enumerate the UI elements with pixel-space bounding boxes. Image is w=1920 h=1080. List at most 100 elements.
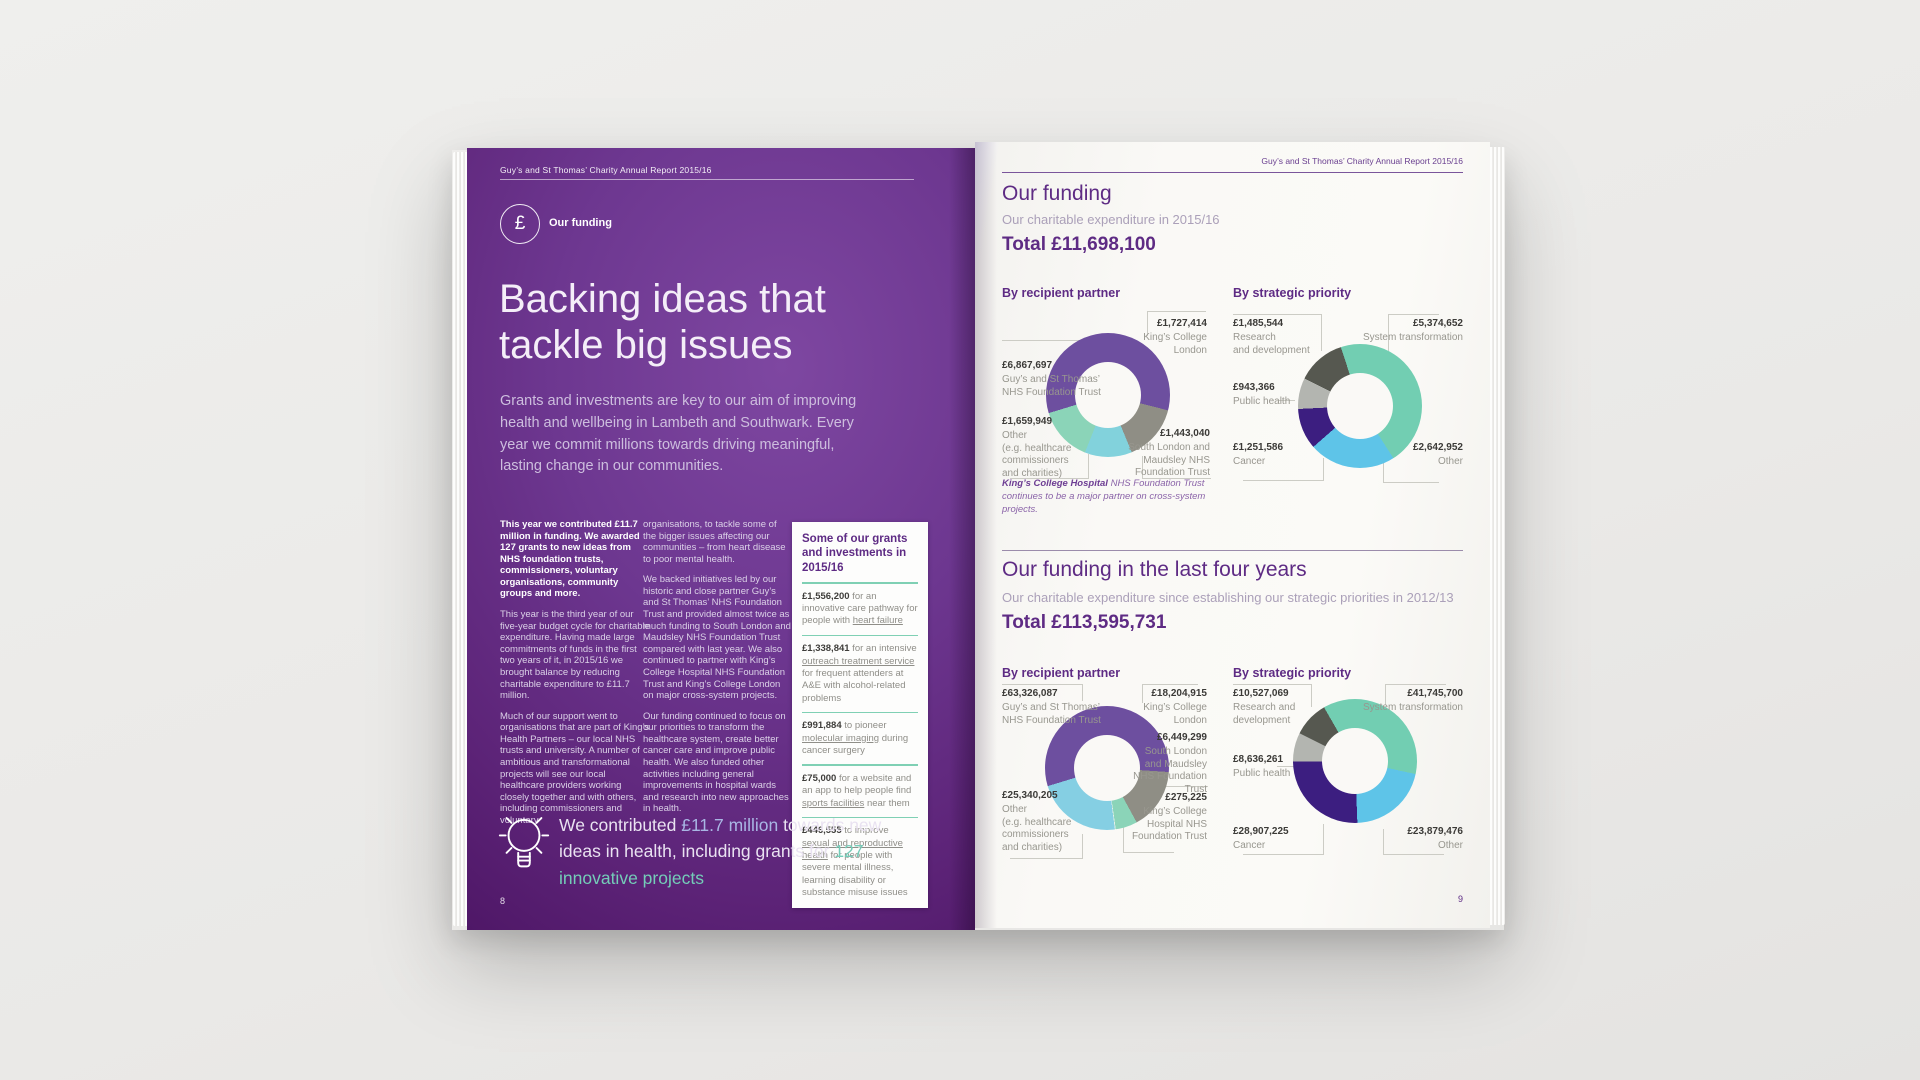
grant-link-text: sexual and reproductive health [802, 837, 903, 862]
page-stack-edge-left [453, 152, 467, 926]
grant-text: for people with severe mental illness, l… [802, 850, 908, 899]
grant-text: for an intensive [849, 643, 917, 655]
grants-sidebar-box: Some of our grants and investments in 20… [792, 522, 928, 908]
leader-line [1385, 684, 1446, 705]
segment-label: £275,225 King’s College Hospital NHS Foun… [1131, 792, 1207, 843]
chart-heading-priority-1: By strategic priority [1233, 286, 1352, 300]
donut-chart-priority-4yr: £10,527,069 Research and development £41,… [1233, 674, 1463, 889]
body-column-1: This year we contributed £11.7 million i… [500, 519, 651, 835]
segment-label: £18,204,915 King’s College London [1143, 688, 1207, 726]
grant-item: £1,556,200 for an innovative care pathwa… [802, 591, 918, 628]
grant-text: to improve [841, 825, 889, 837]
segment-label: £1,251,586 Cancer [1233, 442, 1284, 467]
chart-footnote: King’s College Hospital NHS Foundation T… [1002, 478, 1232, 516]
segment-label: £6,449,299 South London and Maudsley NHS … [1133, 732, 1207, 796]
grant-amount: £991,884 [802, 720, 842, 732]
grant-text: for frequent attenders at A&E with alcoh… [802, 667, 906, 704]
leader-line [1002, 684, 1083, 701]
segment-label: £8,636,261 Public health [1233, 754, 1291, 779]
grant-item: £446,555 to improve sexual and reproduct… [802, 825, 918, 899]
donut-recipient-2015 [1046, 333, 1170, 457]
donut-hole [1075, 362, 1141, 428]
running-header: Guy’s and St Thomas’ Charity Annual Repo… [500, 165, 712, 175]
donut-hole [1322, 728, 1388, 794]
footnote-text: NHS Foundation Trust continues to be a m… [1002, 478, 1206, 515]
donut-chart-recipient-4yr: £63,326,087 Guy’s and St Thomas’ NHS Foun… [1002, 674, 1232, 889]
teal-divider [802, 764, 918, 766]
section-label: Our funding [549, 217, 612, 229]
donut-priority-2015 [1298, 344, 1422, 468]
segment-label: £5,374,652 System transformation [1362, 318, 1463, 343]
leader-line [1388, 314, 1439, 351]
callout-text: towards new ideas in health, including g… [559, 815, 882, 862]
callout-highlight-projects: 127 innovative projects [559, 841, 864, 888]
segment-label: £1,659,949 Other (e.g. healthcare commiss… [1002, 416, 1072, 480]
grant-item: £1,338,841 for an intensive outreach tre… [802, 643, 918, 705]
page-number-right: 9 [1457, 894, 1463, 904]
donut-hole [1074, 735, 1140, 801]
body-paragraph: We backed initiatives led by our histori… [643, 574, 791, 702]
grant-amount: £75,000 [802, 772, 837, 784]
page-title-line2: tackle big issues [499, 323, 793, 368]
donut-priority-4yr [1293, 699, 1417, 823]
body-column-2: organisations, to tackle some of the big… [643, 519, 792, 824]
page-title-line1: Backing ideas that [499, 277, 826, 321]
total-expenditure: Total £113,595,731 [1002, 612, 1167, 633]
grant-item: £75,000 for a website and an app to help… [802, 773, 918, 810]
donut-chart-priority-2015: £1,485,544 Research and development £5,37… [1233, 294, 1463, 494]
donut-recipient-4yr [1045, 706, 1169, 830]
callout-text: We contributed [559, 815, 682, 835]
segment-label: £1,727,414 King’s College London [1143, 318, 1207, 356]
leader-line [1383, 462, 1439, 483]
body-paragraph: Our funding continued to focus on our pr… [643, 710, 789, 815]
teal-divider [802, 816, 918, 819]
section-divider [1002, 550, 1463, 551]
header-rule [1002, 172, 1463, 173]
left-page: Guy’s and St Thomas’ Charity Annual Repo… [467, 148, 975, 930]
body-paragraph: This year is the third year of our five-… [500, 609, 650, 702]
grant-link-text: outreach treatment service [802, 655, 915, 667]
grant-item: £991,884 to pioneer molecular imaging du… [802, 720, 918, 757]
grant-text: for an innovative care pathway for peopl… [802, 590, 918, 627]
grant-link-text: heart failure [852, 615, 903, 627]
lead-paragraph: This year we contributed £11.7 million i… [500, 519, 640, 600]
lightbulb-icon [495, 804, 553, 897]
pound-symbol: £ [514, 213, 526, 234]
page-number-left: 8 [500, 896, 506, 906]
leader-line [1142, 684, 1198, 703]
segment-label: £23,879,476 Other [1407, 826, 1463, 851]
donut-hole [1327, 373, 1393, 439]
section-title: Our funding in the last four years [1002, 558, 1307, 581]
leader-line [1010, 454, 1089, 479]
leader-line [1123, 824, 1174, 853]
leader-line [1233, 314, 1322, 351]
footnote-bold: King’s College Hospital [1002, 478, 1108, 489]
chart-heading-priority-2: By strategic priority [1233, 666, 1352, 680]
header-rule [500, 179, 914, 180]
leader-line [1010, 834, 1083, 859]
segment-label: £6,867,697 Guy’s and St Thomas’ NHS Found… [1002, 360, 1101, 398]
teal-divider [802, 634, 918, 637]
segment-label: £28,907,225 Cancer [1233, 826, 1289, 851]
segment-label: £2,642,952 Other [1412, 442, 1463, 467]
callout-statement: We contributed £11.7 million towards new… [559, 812, 889, 891]
section-subtitle: Our charitable expenditure since establi… [1002, 590, 1454, 605]
grant-amount: £1,338,841 [802, 643, 850, 655]
grant-text: for a website and an app to help people … [802, 772, 912, 797]
total-expenditure: Total £11,698,100 [1002, 234, 1156, 255]
leader-line [1277, 766, 1295, 768]
intro-paragraph: Grants and investments are key to our ai… [500, 393, 857, 475]
segment-label: £1,443,040 South London and Maudsley NHS … [1128, 428, 1210, 479]
section-title: Our funding [1002, 182, 1112, 205]
section-subtitle: Our charitable expenditure in 2015/16 [1002, 212, 1220, 227]
body-paragraph: organisations, to tackle some of the big… [643, 519, 786, 565]
grant-link-text: sports facilities [802, 797, 865, 809]
leader-line [1383, 829, 1444, 855]
grant-amount: £1,556,200 [802, 590, 850, 602]
pound-circle-icon: £ [500, 204, 540, 244]
right-page: Guy’s and St Thomas’ Charity Annual Repo… [975, 142, 1490, 928]
leader-line [1279, 400, 1295, 402]
grant-text: during cancer surgery [802, 732, 909, 757]
page-stack-edge-right [1490, 147, 1505, 925]
